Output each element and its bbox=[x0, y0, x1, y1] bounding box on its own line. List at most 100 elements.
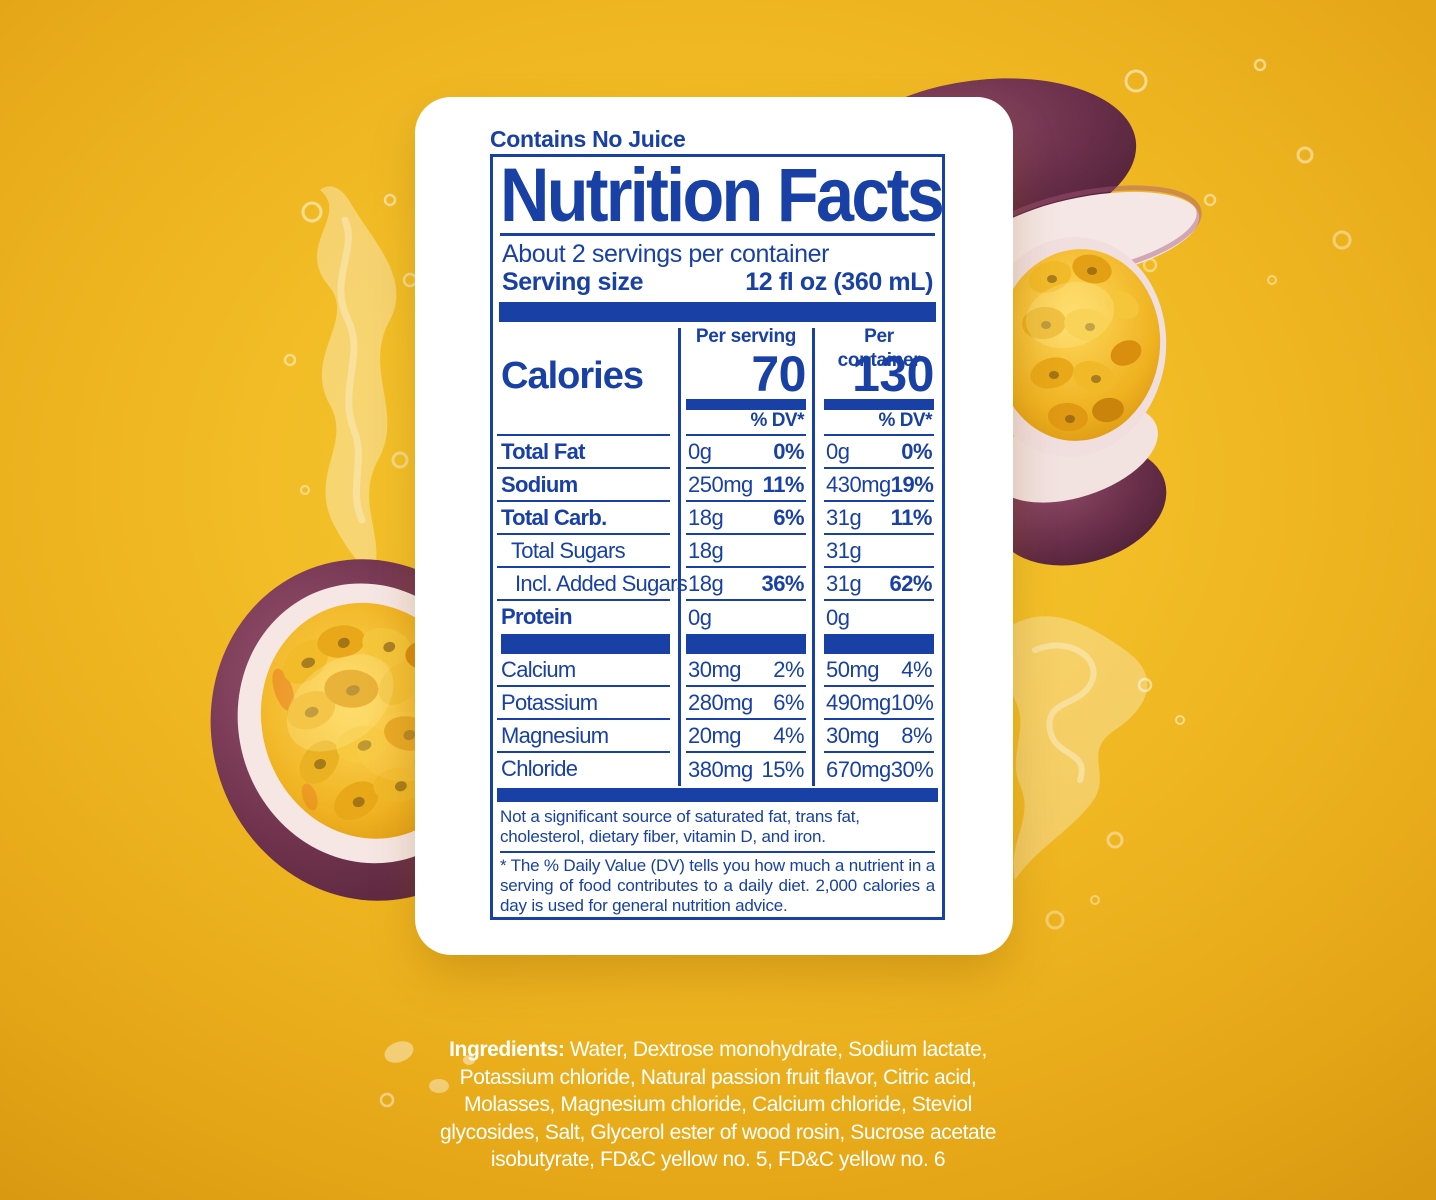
calories-container-bar bbox=[824, 398, 934, 410]
table-row-chloride: Chloride 380mg 15% 670mg 30% bbox=[493, 753, 942, 786]
footnote-not-significant: Not a significant source of saturated fa… bbox=[500, 806, 860, 846]
amount: 0g bbox=[688, 438, 712, 464]
per-serving-header: Per serving bbox=[695, 325, 797, 347]
ingredients-block: Ingredients: Water, Dextrose monohydrate… bbox=[288, 1036, 1148, 1174]
row-name: Total Carb. bbox=[497, 502, 670, 535]
amount: 18g bbox=[688, 504, 724, 530]
amount: 250mg bbox=[688, 471, 753, 497]
servings-per-container-text: About 2 servings per container bbox=[502, 239, 830, 268]
nutrition-facts-title: Nutrition Facts bbox=[500, 154, 943, 238]
column-divider-1 bbox=[678, 327, 681, 786]
calories-label: Calories bbox=[501, 354, 644, 397]
daily-value: 62% bbox=[889, 570, 932, 596]
title-divider bbox=[500, 233, 935, 236]
daily-value: 15% bbox=[761, 756, 804, 782]
daily-value: 30% bbox=[890, 756, 934, 782]
table-row-calcium: Calcium 30mg 2% 50mg 4% bbox=[493, 654, 942, 687]
amount: 0g bbox=[688, 604, 712, 630]
daily-value: 0% bbox=[773, 438, 804, 464]
amount: 31g bbox=[826, 570, 862, 596]
nutrition-table: Per serving Per container Calories 70 13… bbox=[493, 325, 942, 786]
ingredients-line-4: glycosides, Salt, Glycerol ester of wood… bbox=[439, 1120, 997, 1144]
amount: 490mg bbox=[826, 689, 891, 715]
divider-bar-segment bbox=[824, 633, 934, 654]
row-name: Total Fat bbox=[497, 436, 670, 469]
amount: 670mg bbox=[826, 756, 891, 782]
amount: 380mg bbox=[688, 756, 753, 782]
column-divider-2 bbox=[812, 327, 815, 786]
daily-value: 4% bbox=[901, 656, 932, 682]
row-name: Chloride bbox=[501, 755, 578, 781]
table-row-magnesium: Magnesium 20mg 4% 30mg 8% bbox=[493, 720, 942, 753]
water-droplets-bottom-left bbox=[379, 1041, 475, 1108]
amount: 18g bbox=[688, 570, 724, 596]
ingredients-line: Ingredients: Water, Dextrose monohydrate… bbox=[288, 1036, 1148, 1064]
serving-size-value: 12 fl oz (360 mL) bbox=[745, 267, 933, 296]
row-name: Magnesium bbox=[497, 720, 670, 753]
daily-value: 6% bbox=[773, 689, 804, 715]
amount: 280mg bbox=[688, 689, 753, 715]
table-row-total-carb: Total Carb. 18g 6% 31g 11% bbox=[493, 502, 942, 535]
daily-value-header-row: % DV* % DV* bbox=[493, 410, 942, 436]
bubbles-top-right bbox=[1124, 58, 1352, 285]
amount: 430mg bbox=[826, 471, 891, 497]
row-name: Sodium bbox=[497, 469, 670, 502]
divider-bar-segment bbox=[501, 633, 670, 654]
footnote-daily-value: * The % Daily Value (DV) tells you how m… bbox=[500, 855, 935, 915]
nutrition-card: Contains No Juice Nutrition Facts About … bbox=[415, 97, 1013, 955]
row-name: Protein bbox=[501, 603, 573, 629]
amount: 30mg bbox=[826, 722, 880, 748]
table-row-total-sugars: Total Sugars 18g 31g bbox=[493, 535, 942, 568]
calories-serving-bar bbox=[686, 398, 806, 410]
contains-no-juice-text: Contains No Juice bbox=[490, 126, 686, 152]
table-row-potassium: Potassium 280mg 6% 490mg 10% bbox=[493, 687, 942, 720]
dv-header-container: % DV* bbox=[824, 410, 934, 436]
amount: 20mg bbox=[688, 722, 742, 748]
per-container-header: Per container bbox=[837, 325, 921, 371]
table-row-protein: Protein 0g 0g bbox=[493, 601, 942, 634]
amount: 30mg bbox=[688, 656, 742, 682]
amount: 18g bbox=[688, 537, 724, 563]
daily-value: 6% bbox=[773, 504, 804, 530]
amount: 31g bbox=[826, 537, 862, 563]
nutrient-rows-section: Total Fat 0g 0% 0g 0% Sodium 250mg 11% 430m… bbox=[493, 436, 942, 634]
amount: 31g bbox=[826, 504, 862, 530]
row-name: Potassium bbox=[497, 687, 670, 720]
ingredients-line-2: Potassium chloride, Natural passion frui… bbox=[459, 1065, 977, 1089]
calories-per-serving-value: 70 bbox=[751, 345, 806, 402]
row-name: Total Sugars bbox=[497, 535, 670, 568]
ingredients-label: Ingredients: bbox=[449, 1038, 565, 1061]
amount: 50mg bbox=[826, 656, 880, 682]
section-divider-bars bbox=[493, 633, 942, 654]
water-splash-left bbox=[283, 186, 418, 578]
minerals-section: Calcium 30mg 2% 50mg 4% Potassium 280mg 6% … bbox=[493, 654, 942, 786]
amount: 0g bbox=[826, 438, 850, 464]
daily-value: 11% bbox=[762, 471, 805, 497]
daily-value: 2% bbox=[773, 656, 804, 682]
ingredients-line-1: Water, Dextrose monohydrate, Sodium lact… bbox=[564, 1038, 987, 1061]
bottom-thick-bar bbox=[497, 787, 938, 802]
daily-value: 36% bbox=[761, 570, 804, 596]
divider-bar-segment bbox=[686, 633, 806, 654]
footnote-divider bbox=[500, 850, 935, 853]
water-splash-right bbox=[1000, 616, 1185, 930]
row-name: Incl. Added Sugars bbox=[497, 568, 688, 601]
thick-divider-bar bbox=[499, 301, 936, 322]
column-headers-row: Per serving Per container bbox=[493, 325, 942, 371]
calories-per-container-value: 130 bbox=[852, 345, 934, 402]
row-name: Calcium bbox=[497, 654, 670, 687]
daily-value: 4% bbox=[773, 722, 804, 748]
daily-value: 19% bbox=[890, 471, 934, 497]
amount: 0g bbox=[826, 604, 850, 630]
table-row-sodium: Sodium 250mg 11% 430mg 19% bbox=[493, 469, 942, 502]
calories-underline-row bbox=[493, 398, 942, 410]
ingredients-line-3: Molasses, Magnesium chloride, Calcium ch… bbox=[464, 1093, 972, 1117]
daily-value: 8% bbox=[901, 722, 932, 748]
daily-value: 10% bbox=[890, 689, 934, 715]
table-row-added-sugars: Incl. Added Sugars 18g 36% 31g 62% bbox=[493, 568, 942, 601]
ingredients-line-5: isobutyrate, FD&C yellow no. 5, FD&C yel… bbox=[490, 1148, 946, 1172]
daily-value: 11% bbox=[890, 504, 933, 530]
serving-size-row: Serving size 12 fl oz (360 mL) bbox=[502, 268, 933, 297]
serving-size-label: Serving size bbox=[502, 267, 644, 296]
